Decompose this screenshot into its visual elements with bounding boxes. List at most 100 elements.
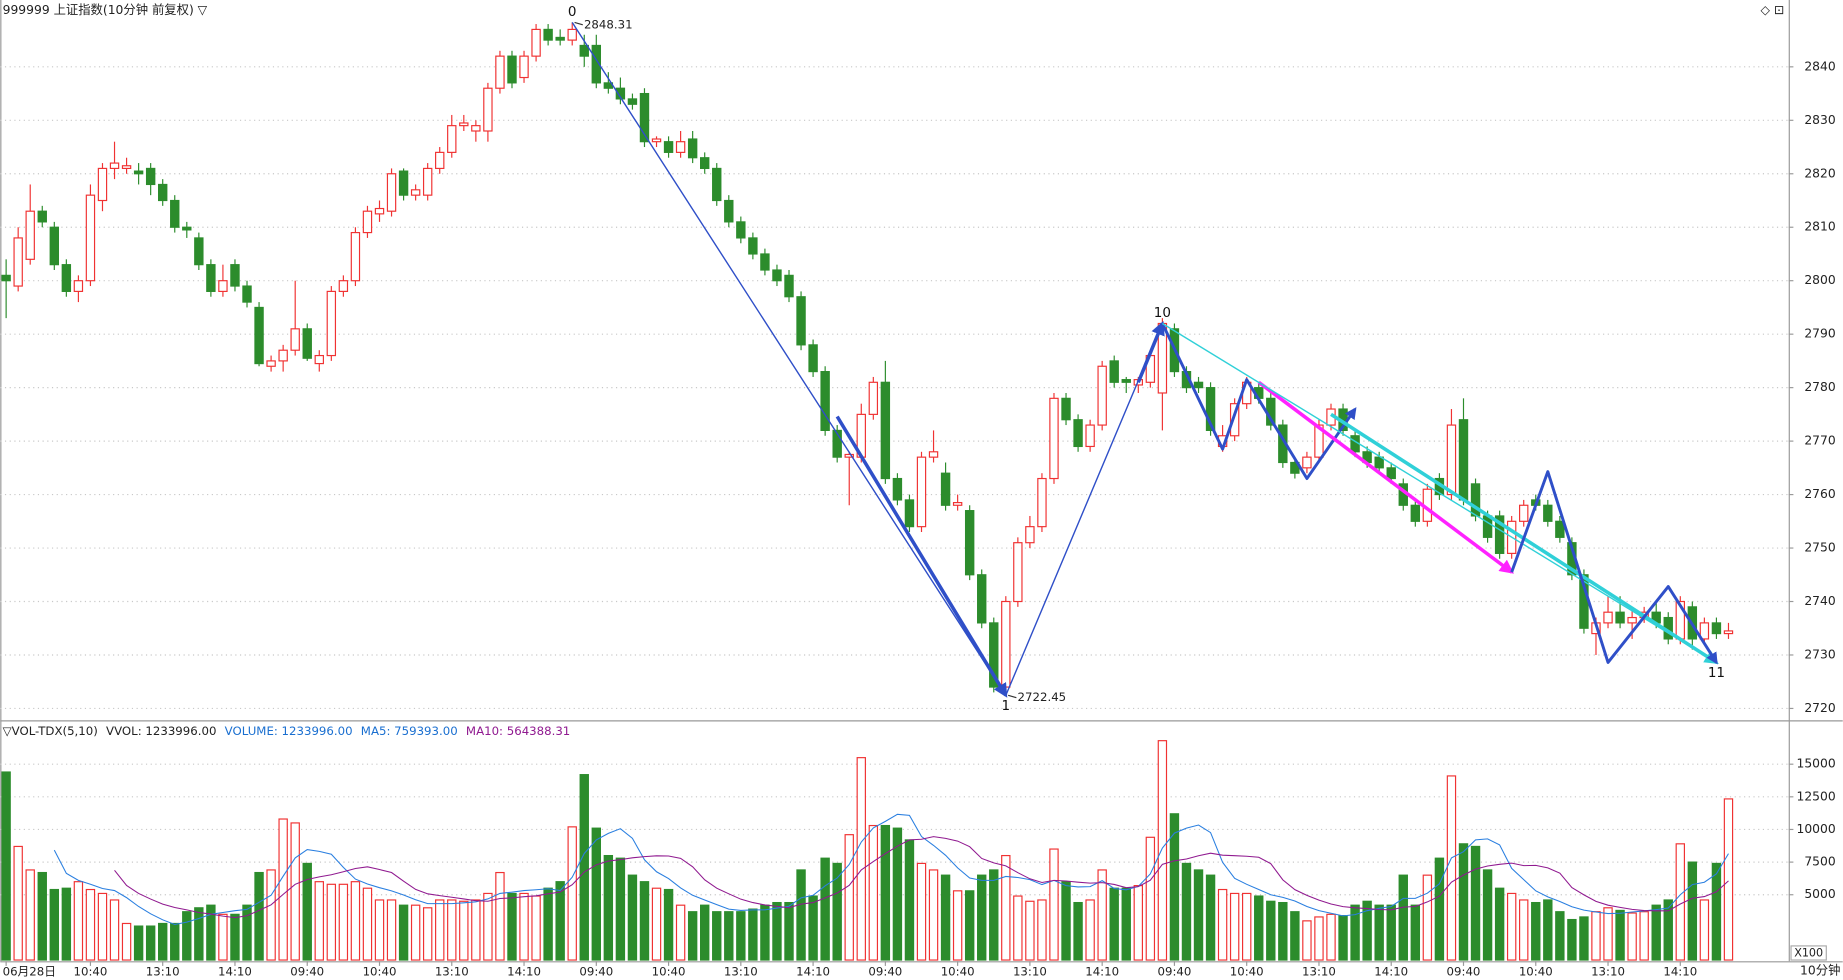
volume-bar (712, 911, 722, 961)
volume-bar (1639, 911, 1649, 961)
x-tick-label: 14:10 (1085, 964, 1119, 978)
volume-bar (1049, 848, 1059, 961)
candle-body (748, 237, 758, 255)
volume-bar (1482, 869, 1493, 961)
volume-bar (374, 899, 385, 961)
candle-body (37, 210, 47, 223)
volume-bar (1422, 874, 1433, 961)
volume-bar (1687, 861, 1698, 961)
volume-bar (422, 907, 433, 961)
volume-bar (555, 881, 565, 961)
volume-bar (904, 839, 915, 961)
volume-bar (832, 862, 842, 961)
candle-body (49, 226, 60, 266)
volume-bar (1241, 892, 1252, 961)
volume-bar (1193, 869, 1204, 961)
candle-body (410, 189, 421, 196)
volume-bar (1458, 843, 1469, 961)
x-tick-label: 13:10 (1591, 964, 1625, 978)
candle-body (663, 141, 674, 153)
volume-bar (1073, 901, 1083, 961)
candle-body (1025, 526, 1035, 544)
x-tick-label: 09:40 (1447, 964, 1481, 978)
volume-bar (808, 895, 818, 961)
y-tick-label: 5000 (1804, 887, 1836, 901)
indicator-value: VVOL: 1233996.00 (106, 723, 216, 737)
candle-body (615, 87, 626, 100)
candle-body (1, 274, 11, 282)
volume-bar (772, 901, 782, 961)
candle-body (194, 237, 204, 266)
volume-bar (25, 869, 35, 961)
volume-bar (1470, 845, 1481, 961)
volume-bar (868, 824, 879, 961)
candle-body (61, 264, 72, 292)
y-tick-label: 2780 (1804, 380, 1836, 394)
y-tick-label: 15000 (1796, 757, 1835, 771)
x-tick-label: 14:10 (507, 964, 541, 978)
candle-body (242, 285, 252, 303)
volume-bar (796, 869, 806, 961)
candle-body (1482, 515, 1493, 538)
candle-body (784, 274, 794, 298)
candle-body (1001, 600, 1011, 688)
volume-bar (1085, 899, 1095, 961)
volume-bar (1651, 904, 1661, 961)
x-tick-label: 13:10 (1302, 964, 1336, 978)
volume-bar (880, 824, 891, 961)
candle-body (579, 44, 589, 57)
candle-body (1205, 387, 1216, 432)
volume-bar (1314, 916, 1324, 961)
candle-body (254, 306, 264, 365)
candle-body (675, 141, 686, 153)
point-label: 1 (1002, 698, 1011, 714)
volume-bar (97, 892, 108, 961)
candle-body (1410, 504, 1421, 522)
candle-body (1470, 483, 1481, 517)
volume-bar (182, 911, 192, 961)
price-label-leader (1007, 694, 1017, 699)
volume-bar (1446, 775, 1457, 961)
volume-bar (1627, 912, 1637, 961)
volume-bar (989, 869, 999, 961)
window-icons[interactable]: ◇ ⊡ (1760, 3, 1784, 17)
candle-body (1229, 403, 1240, 437)
x-tick-label: 09:40 (868, 964, 902, 978)
volume-bar (531, 895, 541, 961)
volume-bar (386, 899, 397, 961)
candle-body (772, 269, 782, 282)
candle-body (904, 499, 915, 528)
volume-bar (1350, 904, 1360, 961)
candle-body (386, 173, 397, 212)
candle-body (374, 207, 385, 215)
candle-body (1073, 419, 1083, 448)
point-label: 11 (1708, 665, 1725, 681)
indicator-title: ▽VOL-TDX(5,10) (3, 723, 98, 737)
candle-body (170, 199, 180, 228)
volume-bar (820, 857, 830, 961)
indicator-header: ▽VOL-TDX(5,10) VVOL: 1233996.00 VOLUME: 12… (3, 723, 571, 737)
pattern-line (1162, 322, 1717, 664)
candle-body (97, 167, 108, 202)
indicator-value: MA5: 759393.00 (361, 723, 458, 737)
y-tick-label: 7500 (1804, 855, 1836, 869)
volume-bar (206, 904, 216, 961)
volume-bar (784, 901, 794, 961)
candle-body (206, 264, 216, 292)
y-tick-label: 2820 (1804, 166, 1836, 180)
volume-bar (1229, 892, 1240, 961)
candle-body (543, 28, 553, 41)
candle-body (1037, 477, 1047, 528)
candle-body (13, 237, 23, 287)
volume-bar (1494, 887, 1505, 961)
point-label: 10 (1154, 305, 1171, 321)
x-tick-label: 06月28日 (3, 964, 56, 978)
volume-bar (158, 922, 168, 961)
volume-bar (242, 904, 252, 961)
volume-bar (37, 871, 47, 961)
candle-body (591, 44, 602, 84)
candle-body (1121, 379, 1131, 383)
volume-bar (1145, 836, 1156, 961)
candle-body (736, 221, 746, 239)
